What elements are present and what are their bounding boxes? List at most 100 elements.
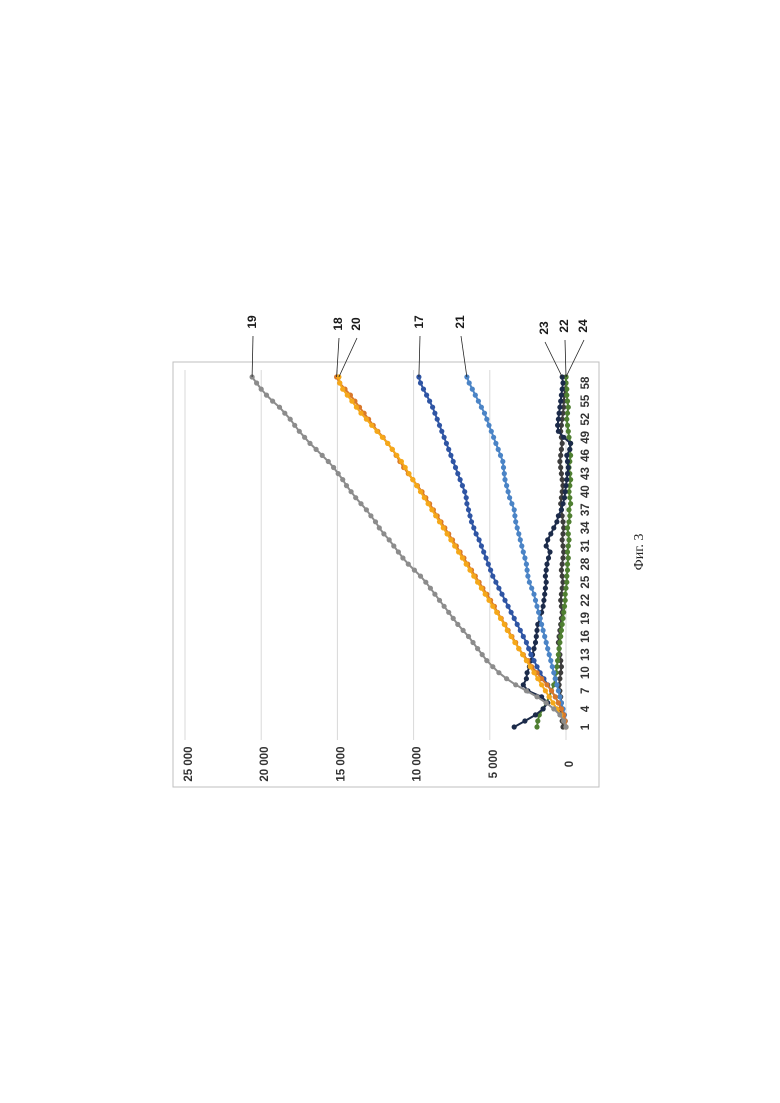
data-point — [562, 604, 567, 609]
data-point — [558, 634, 563, 639]
data-point — [467, 568, 472, 573]
data-point — [534, 724, 539, 729]
data-point — [354, 405, 359, 410]
data-point — [566, 537, 571, 542]
data-point — [516, 531, 521, 536]
series-label-20: 20 — [349, 317, 363, 331]
data-point — [556, 513, 561, 518]
data-point — [558, 670, 563, 675]
series-layer — [250, 374, 574, 729]
data-point — [521, 682, 526, 687]
data-point — [565, 399, 570, 404]
data-point — [524, 658, 529, 663]
data-point — [446, 610, 451, 615]
data-point — [559, 706, 564, 711]
data-point — [337, 380, 342, 385]
plot-area-border — [173, 362, 599, 787]
data-point — [506, 604, 511, 609]
data-point — [451, 459, 456, 464]
data-point — [480, 652, 485, 657]
data-point — [473, 393, 478, 398]
data-point — [264, 393, 269, 398]
leader-line — [461, 336, 467, 377]
data-point — [426, 501, 431, 506]
data-point — [435, 417, 440, 422]
data-point — [479, 405, 484, 410]
data-point — [560, 562, 565, 567]
data-point — [254, 380, 259, 385]
data-point — [520, 652, 525, 657]
data-point — [560, 387, 565, 392]
data-point — [464, 495, 469, 500]
data-point — [432, 411, 437, 416]
data-point — [483, 555, 488, 560]
data-point — [445, 531, 450, 536]
data-point — [560, 531, 565, 536]
data-point — [394, 453, 399, 458]
data-point — [565, 459, 570, 464]
data-point — [544, 682, 549, 687]
data-point — [551, 670, 556, 675]
data-point — [531, 658, 536, 663]
data-point — [559, 507, 564, 512]
data-point — [410, 477, 415, 482]
data-point — [437, 519, 442, 524]
data-point — [524, 676, 529, 681]
data-point — [387, 537, 392, 542]
data-point — [297, 429, 302, 434]
data-point — [428, 586, 433, 591]
data-point — [515, 622, 520, 627]
data-point — [562, 495, 567, 500]
data-point — [557, 640, 562, 645]
data-point — [424, 393, 429, 398]
data-point — [565, 423, 570, 428]
data-point — [453, 465, 458, 470]
data-point — [563, 592, 568, 597]
data-point — [541, 604, 546, 609]
series-18 — [334, 374, 569, 729]
data-point — [509, 610, 514, 615]
data-point — [479, 543, 484, 548]
data-point — [535, 676, 540, 681]
x-tick-label: 52 — [580, 413, 592, 426]
data-point — [545, 537, 550, 542]
leader-line — [566, 340, 584, 377]
data-point — [466, 634, 471, 639]
data-point — [525, 574, 530, 579]
data-point — [474, 531, 479, 536]
data-point — [566, 507, 571, 512]
data-point — [501, 465, 506, 470]
figure-caption: Фиг. 3 — [632, 534, 647, 571]
data-point — [566, 429, 571, 434]
y-tick-label: 0 — [564, 761, 576, 767]
data-point — [493, 441, 498, 446]
data-point — [516, 646, 521, 651]
data-point — [544, 580, 549, 585]
data-point — [512, 724, 517, 729]
series-line — [339, 377, 566, 727]
data-point — [488, 568, 493, 573]
data-point — [432, 592, 437, 597]
data-point — [524, 562, 529, 567]
x-tick-label: 31 — [580, 539, 592, 552]
data-point — [561, 435, 566, 440]
data-point — [556, 652, 561, 657]
data-point — [493, 580, 498, 585]
data-point — [461, 628, 466, 633]
data-point — [502, 477, 507, 482]
data-point — [563, 586, 568, 591]
data-point — [418, 489, 423, 494]
data-point — [499, 592, 504, 597]
data-point — [406, 562, 411, 567]
data-point — [553, 694, 558, 699]
data-point — [550, 664, 555, 669]
series-21 — [464, 374, 568, 729]
data-point — [564, 417, 569, 422]
data-point — [282, 411, 287, 416]
data-point — [542, 634, 547, 639]
data-point — [513, 519, 518, 524]
series-label-24: 24 — [576, 319, 590, 333]
data-point — [396, 549, 401, 554]
data-point — [259, 387, 264, 392]
data-point — [566, 519, 571, 524]
